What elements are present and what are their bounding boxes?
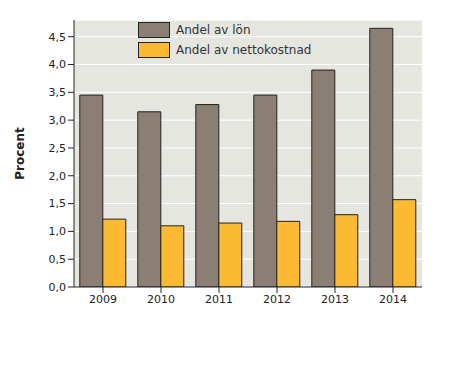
html-text:Andel av nettokostnad: Andel av nettokostnad [176,43,312,57]
svg-text:0,5: 0,5 [49,253,67,266]
svg-text:2012: 2012 [263,293,291,306]
svg-text:4,0: 4,0 [49,58,67,71]
svg-text:3,5: 3,5 [49,86,67,99]
svg-text:2014: 2014 [379,293,407,306]
svg-text:2010: 2010 [147,293,175,306]
svg-text:2,5: 2,5 [49,142,67,155]
svg-text:4,5: 4,5 [49,31,67,44]
svg-text:2,0: 2,0 [49,170,67,183]
svg-text:3,0: 3,0 [49,114,67,127]
svg-text:0,0: 0,0 [49,281,67,294]
html-text:Andel av lön: Andel av lön [176,23,251,37]
svg-text:1,0: 1,0 [49,225,67,238]
svg-text:2009: 2009 [89,293,117,306]
svg-text:Procent: Procent [13,127,27,180]
svg-text:2011: 2011 [205,293,233,306]
svg-text:2013: 2013 [321,293,349,306]
svg-text:1,5: 1,5 [49,197,67,210]
